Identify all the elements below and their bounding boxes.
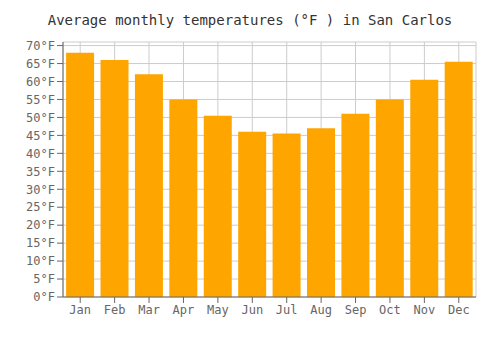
svg-text:Dec: Dec (448, 303, 470, 317)
svg-text:May: May (207, 303, 229, 317)
svg-text:50°F: 50°F (26, 111, 55, 125)
svg-text:65°F: 65°F (26, 57, 55, 71)
svg-text:70°F: 70°F (26, 39, 55, 53)
svg-text:Aug: Aug (310, 303, 332, 317)
html-text:Average monthly temperatures (: Average monthly temperatures (°F ) in Sa… (47, 12, 453, 28)
svg-text:Apr: Apr (173, 303, 195, 317)
svg-text:10°F: 10°F (26, 254, 55, 268)
svg-text:Sep: Sep (345, 303, 367, 317)
svg-text:55°F: 55°F (26, 93, 55, 107)
svg-text:Jun: Jun (241, 303, 263, 317)
svg-text:60°F: 60°F (26, 75, 55, 89)
svg-text:Jan: Jan (69, 303, 91, 317)
svg-text:20°F: 20°F (26, 218, 55, 232)
svg-text:40°F: 40°F (26, 147, 55, 161)
svg-text:Mar: Mar (138, 303, 160, 317)
svg-text:Oct: Oct (379, 303, 401, 317)
svg-text:15°F: 15°F (26, 236, 55, 250)
svg-text:Feb: Feb (104, 303, 126, 317)
svg-text:Jul: Jul (276, 303, 298, 317)
svg-text:5°F: 5°F (33, 272, 55, 286)
svg-text:30°F: 30°F (26, 183, 55, 197)
svg-text:25°F: 25°F (26, 200, 55, 214)
svg-text:45°F: 45°F (26, 129, 55, 143)
svg-text:0°F: 0°F (33, 290, 55, 304)
svg-text:35°F: 35°F (26, 165, 55, 179)
svg-text:Nov: Nov (414, 303, 436, 317)
